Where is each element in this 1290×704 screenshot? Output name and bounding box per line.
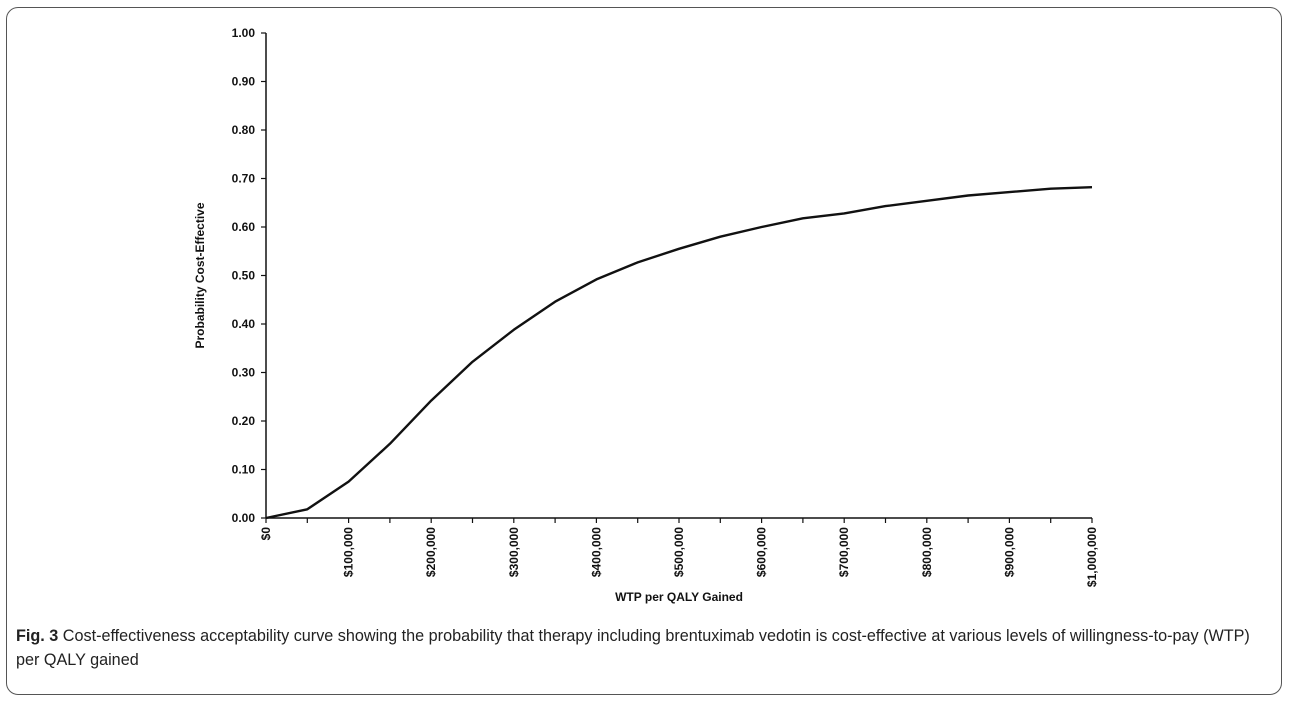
y-tick-label: 0.20 xyxy=(232,414,256,428)
x-tick-label: $300,000 xyxy=(507,527,521,577)
x-tick-label: $600,000 xyxy=(755,527,769,577)
x-tick-label: $700,000 xyxy=(837,527,851,577)
x-tick-label: $900,000 xyxy=(1002,527,1016,577)
x-tick-label: $1,000,000 xyxy=(1085,527,1099,587)
y-axis-ticks: 0.00 0.10 0.20 0.30 0.40 0.50 0.60 0.70 0.80 0.90… xyxy=(232,26,266,525)
x-tick-label: $100,000 xyxy=(342,527,356,577)
y-tick-label: 0.30 xyxy=(232,366,256,380)
y-tick-label: 0.00 xyxy=(232,511,256,525)
figure-caption: Fig. 3 Cost-effectiveness acceptability … xyxy=(16,624,1274,672)
x-tick-label: $400,000 xyxy=(589,527,603,577)
y-tick-label: 0.60 xyxy=(232,220,256,234)
y-tick-label: 0.10 xyxy=(232,463,256,477)
figure-caption-text: Cost-effectiveness acceptability curve s… xyxy=(16,627,1250,669)
x-axis-title: WTP per QALY Gained xyxy=(615,590,743,604)
x-tick-label: $0 xyxy=(259,527,273,541)
series-line xyxy=(265,186,1093,520)
x-tick-label: $500,000 xyxy=(672,527,686,577)
x-axis-ticks: $0 $100,000 $200,000 $300,000 $400,000 $500,0… xyxy=(259,518,1099,587)
x-tick-label: $200,000 xyxy=(424,527,438,577)
y-tick-label: 0.40 xyxy=(232,317,256,331)
y-tick-label: 0.80 xyxy=(232,123,256,137)
y-tick-label: 0.50 xyxy=(232,269,256,283)
figure-label: Fig. 3 xyxy=(16,627,59,645)
y-tick-label: 0.90 xyxy=(232,75,256,89)
acceptability-curve-chart: 0.00 0.10 0.20 0.30 0.40 0.50 0.60 0.70 0.80 0.90… xyxy=(193,26,1099,604)
y-tick-label: 0.70 xyxy=(232,172,256,186)
x-tick-label: $800,000 xyxy=(920,527,934,577)
y-tick-label: 1.00 xyxy=(232,26,256,40)
y-axis-title: Probability Cost-Effective xyxy=(193,202,207,348)
figure-frame xyxy=(6,7,1282,695)
